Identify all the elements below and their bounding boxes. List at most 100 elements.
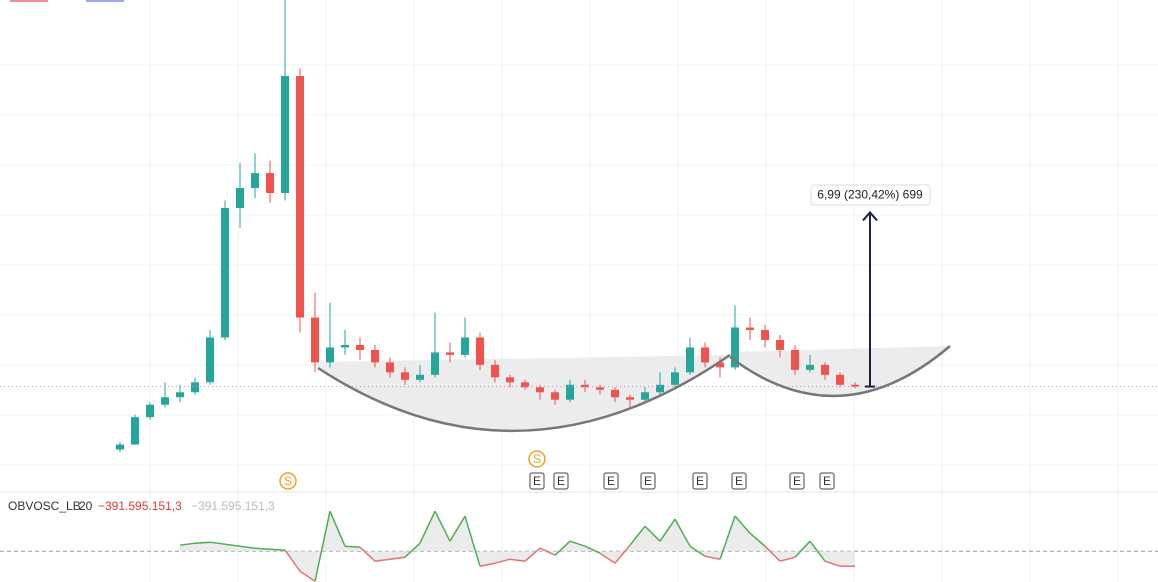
candle-body: [296, 75, 304, 318]
oscillator-segment: [629, 525, 646, 546]
oscillator-segment: [374, 558, 391, 562]
oscillator-segment: [404, 542, 421, 558]
event-marker[interactable]: [529, 472, 545, 490]
candle-body: [431, 352, 439, 375]
candle-body: [776, 339, 784, 350]
oscillator-segment: [644, 525, 661, 542]
candle-body: [236, 188, 244, 208]
oscillator-segment: [449, 515, 466, 542]
oscillator-segment: [764, 545, 781, 562]
event-marker[interactable]: [789, 472, 805, 490]
candle-body: [821, 364, 829, 375]
candle-body: [341, 344, 349, 348]
event-marker[interactable]: [553, 472, 569, 490]
event-markers: S S: [279, 450, 546, 490]
handle-curve: [729, 345, 951, 398]
candle-body: [176, 392, 184, 398]
indicator-value-secondary: −391.595.151,3: [191, 499, 275, 513]
candle-body: [671, 372, 679, 385]
event-label: S: [284, 474, 292, 488]
candle-body: [536, 387, 544, 393]
oscillator-segment: [209, 541, 226, 545]
event-label: E: [696, 474, 704, 488]
event-marker[interactable]: [603, 472, 619, 490]
oscillator-segment: [524, 547, 541, 562]
candle-body: [311, 317, 319, 363]
event-marker[interactable]: [731, 472, 747, 490]
event-marker[interactable]: [279, 472, 297, 490]
event-label: S: [533, 452, 541, 466]
candle-body: [206, 337, 214, 383]
oscillator-segment: [224, 543, 241, 547]
candle-body: [746, 327, 754, 330]
oscillator-segment: [659, 518, 676, 542]
oscillator-segment: [299, 570, 316, 582]
event-marker[interactable]: [692, 472, 708, 490]
oscillator-segment: [479, 562, 496, 567]
candle-body: [491, 364, 499, 378]
candle-body: [356, 344, 364, 350]
candle-body: [656, 384, 664, 393]
event-label: E: [793, 474, 801, 488]
candle-body: [596, 387, 604, 390]
candle-body: [446, 352, 454, 355]
candle-body: [791, 349, 799, 370]
oscillator-segment: [419, 510, 436, 544]
candle-body: [326, 347, 334, 363]
event-label: E: [644, 474, 652, 488]
oscillator-segment: [824, 560, 841, 567]
event-marker[interactable]: [528, 450, 546, 468]
oscillator-segment: [509, 558, 526, 562]
candle-body: [461, 337, 469, 355]
oscillator-segment: [599, 552, 616, 564]
event-label: E: [823, 474, 831, 488]
candle-body: [641, 392, 649, 400]
candle-body: [806, 364, 814, 370]
event-label: E: [533, 474, 541, 488]
event-marker[interactable]: [640, 472, 656, 490]
candle-body: [476, 337, 484, 365]
cup-curve: [317, 353, 731, 433]
candle-body: [686, 347, 694, 373]
oscillator-segment: [329, 510, 346, 547]
candle-body: [761, 330, 769, 340]
oscillator-segment: [809, 540, 826, 562]
oscillator: [0, 510, 1158, 582]
measure-tool: 6,99 (230,42%) 699: [810, 184, 931, 388]
oscillator-area: [180, 511, 855, 582]
oscillator-segment: [734, 515, 751, 534]
oscillator-segment: [254, 547, 271, 550]
candle-body: [416, 374, 424, 380]
oscillator-segment: [749, 532, 766, 547]
oscillator-segment: [239, 545, 256, 549]
header-fragment: [86, 0, 124, 2]
candle-body: [701, 347, 709, 363]
candle-body: [371, 349, 379, 363]
candle-body: [836, 374, 844, 385]
candle-body: [221, 207, 229, 338]
event-label: E: [607, 474, 615, 488]
event-marker[interactable]: [819, 472, 835, 490]
oscillator-segment: [674, 518, 691, 547]
candle-body: [401, 372, 409, 380]
indicator-length: 20: [79, 499, 93, 513]
candle-body: [386, 362, 394, 373]
measure-arrowhead: [862, 210, 878, 222]
measure-label: 6,99 (230,42%) 699: [817, 188, 923, 202]
oscillator-segment: [704, 555, 721, 560]
oscillator-segment: [689, 545, 706, 557]
candle-body: [191, 382, 199, 393]
oscillator-segment: [269, 548, 286, 551]
candle-body: [251, 173, 259, 189]
candle-body: [566, 384, 574, 400]
candle-body: [521, 382, 529, 388]
oscillator-segment: [344, 545, 361, 548]
oscillator-segment: [314, 511, 331, 582]
indicator-value: −391.595.151,3: [98, 499, 182, 513]
candle-body: [626, 397, 634, 400]
candle-body: [551, 392, 559, 400]
candle-body: [146, 404, 154, 418]
